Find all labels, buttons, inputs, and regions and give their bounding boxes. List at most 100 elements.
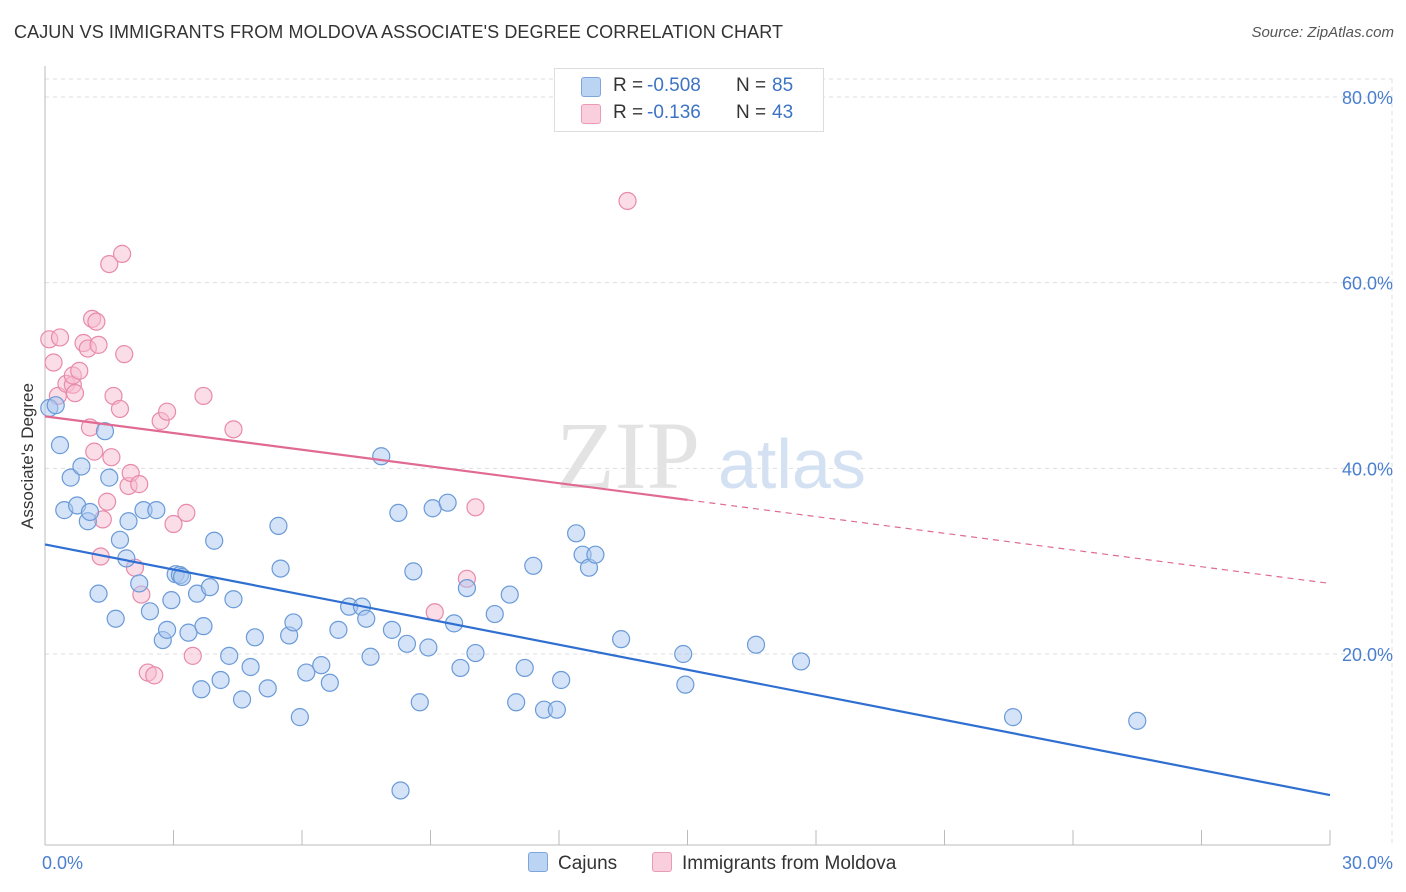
cajun-point <box>547 700 566 719</box>
cajun-point <box>271 559 290 578</box>
chart-title: CAJUN VS IMMIGRANTS FROM MOLDOVA ASSOCIA… <box>14 22 784 42</box>
cajun-point <box>290 708 309 727</box>
cajun-point <box>157 620 177 639</box>
cajun-point <box>205 531 224 550</box>
n-value: 43 <box>772 102 794 123</box>
y-tick-label: 60.0% <box>1342 274 1393 294</box>
cajun-point <box>211 670 230 690</box>
moldova-point <box>110 399 130 419</box>
cajun-point <box>382 620 402 639</box>
cajun-point <box>245 628 264 647</box>
cajun-point <box>119 512 138 531</box>
cajun-point <box>50 436 70 455</box>
moldova-point <box>100 255 119 274</box>
cajun-point <box>162 591 181 610</box>
moldova-point <box>130 475 149 494</box>
trend-lines <box>44 415 1331 797</box>
moldova-point <box>115 345 134 364</box>
cajun-point <box>284 613 303 632</box>
legend-label-moldova: Immigrants from Moldova <box>682 853 897 874</box>
x-tick-label: 0.0% <box>42 853 83 873</box>
moldova-point <box>466 498 485 517</box>
cajun-point <box>80 502 100 522</box>
r-label: R = <box>613 75 644 96</box>
moldova-trend-line <box>44 415 688 501</box>
cajun-point <box>106 609 125 628</box>
moldova-point <box>112 244 132 263</box>
cajun-swatch <box>581 77 601 97</box>
cajun-point <box>746 635 766 654</box>
y-tick-label: 80.0% <box>1342 88 1393 108</box>
moldova-point <box>177 503 196 522</box>
moldova-trend-line-dashed <box>687 499 1331 585</box>
moldova-point <box>65 384 85 403</box>
cajun-point <box>389 503 408 522</box>
cajun-point <box>241 657 260 677</box>
moldova-point <box>224 420 243 439</box>
cajun-point <box>404 562 423 581</box>
r-value: -0.508 <box>647 75 701 96</box>
moldova-point <box>89 335 108 354</box>
cajun-point <box>410 693 429 712</box>
cajun-point <box>586 545 605 564</box>
cajun-point <box>1128 711 1147 730</box>
cajun-point <box>179 623 198 642</box>
cajun-trend-line <box>44 543 1331 797</box>
y-tick-label: 40.0% <box>1342 459 1393 479</box>
moldova-point <box>102 448 121 467</box>
moldova-point <box>70 361 89 380</box>
n-value: 85 <box>772 75 794 96</box>
cajun-point <box>515 658 534 678</box>
cajun-point <box>567 524 586 543</box>
axes <box>44 66 1331 846</box>
cajun-point <box>61 468 80 487</box>
moldova-point <box>87 312 106 331</box>
moldova-point <box>183 646 202 665</box>
cajun-point <box>372 447 391 466</box>
cajun-point <box>320 673 339 692</box>
legend-row-moldova: R = -0.136 N = 43 <box>555 101 823 127</box>
y-tick-label: 20.0% <box>1342 645 1393 665</box>
cajun-point <box>110 530 130 549</box>
cajun-point <box>438 493 457 512</box>
tick-labels: 20.0% 40.0% 60.0% 80.0% 0.0% 30.0% <box>42 88 1393 873</box>
cajun-point <box>89 584 108 603</box>
x-tick-label: 30.0% <box>1342 853 1393 873</box>
cajun-point <box>552 670 571 690</box>
cajun-point <box>312 656 331 675</box>
cajun-point <box>220 646 239 665</box>
cajun-point <box>200 578 220 597</box>
source-label: Source: ZipAtlas.com <box>1251 24 1394 41</box>
legend-item-moldova[interactable]: Immigrants from Moldova <box>652 852 896 875</box>
legend-label-cajuns: Cajuns <box>558 853 618 874</box>
moldova-point <box>157 402 177 421</box>
cajun-point <box>466 643 485 663</box>
cajun-point <box>485 604 504 624</box>
watermark: ZIP atlas <box>556 402 866 509</box>
moldova-points <box>40 191 637 685</box>
cajun-point <box>140 602 160 621</box>
moldova-point <box>618 191 637 211</box>
cajun-point <box>269 516 288 535</box>
legend-item-cajuns[interactable]: Cajuns <box>528 852 617 875</box>
moldova-point <box>425 603 444 622</box>
cajun-point <box>676 675 695 694</box>
cajun-point <box>147 501 166 520</box>
cajun-point <box>507 693 526 712</box>
y-axis-label: Associate's Degree <box>18 383 37 529</box>
moldova-point <box>85 442 104 461</box>
cajun-point <box>674 644 693 664</box>
cajun-point <box>72 457 91 476</box>
moldova-point <box>44 353 63 372</box>
legend-row-cajuns: R = -0.508 N = 85 <box>555 74 823 100</box>
cajun-point <box>500 585 519 604</box>
cajun-point <box>130 574 149 593</box>
cajun-point <box>258 679 277 698</box>
n-label: N = <box>736 75 767 96</box>
cajun-point <box>100 468 119 487</box>
watermark-atlas: atlas <box>718 425 866 503</box>
cajun-point <box>457 578 477 598</box>
cajun-point <box>297 663 316 682</box>
moldova-point <box>50 328 70 347</box>
